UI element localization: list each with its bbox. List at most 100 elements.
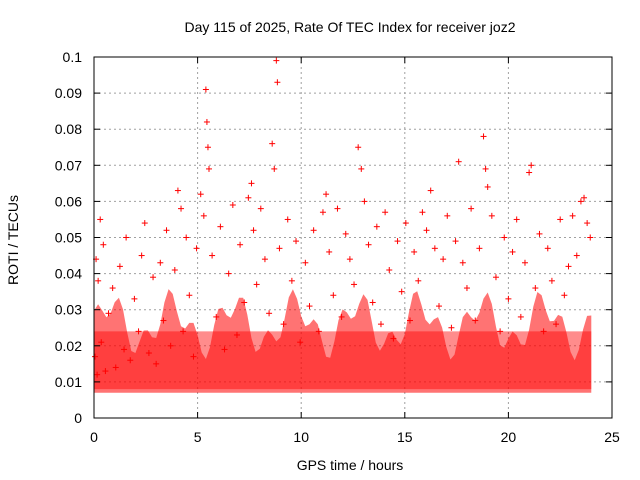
data-point	[174, 187, 181, 194]
x-axis-title: GPS time / hours	[297, 457, 404, 473]
data-point	[423, 227, 430, 234]
data-point	[358, 165, 365, 172]
data-point	[355, 144, 362, 151]
y-tick-label: 0	[74, 410, 82, 426]
data-point	[102, 368, 109, 375]
data-point	[488, 212, 495, 219]
data-point	[532, 285, 539, 292]
data-point	[513, 216, 520, 223]
data-point	[293, 238, 300, 245]
data-point	[180, 328, 187, 335]
data-point	[544, 245, 551, 252]
data-point	[213, 313, 220, 320]
data-point	[250, 227, 257, 234]
data-point	[440, 256, 447, 263]
data-points	[92, 57, 594, 378]
y-tick-labels: 0 0.01 0.02 0.03 0.04 0.05 0.06 0.07 0.08 0.09 0.1	[55, 49, 82, 426]
data-point	[273, 57, 280, 64]
x-tick-label: 0	[90, 429, 98, 445]
data-point	[150, 274, 157, 281]
data-point	[581, 194, 588, 201]
data-point	[326, 248, 333, 255]
data-point	[548, 277, 555, 284]
data-point	[306, 303, 313, 310]
data-point	[100, 241, 107, 248]
data-point	[342, 230, 349, 237]
data-point	[573, 252, 580, 259]
data-point	[330, 292, 337, 299]
data-point	[171, 266, 178, 273]
data-point	[427, 187, 434, 194]
y-tick-label: 0.01	[55, 374, 82, 390]
data-point	[253, 281, 260, 288]
data-point	[480, 133, 487, 140]
data-point	[382, 209, 389, 216]
data-point	[415, 277, 422, 284]
data-point	[123, 234, 130, 241]
data-point	[431, 245, 438, 252]
data-point	[109, 285, 116, 292]
data-point	[225, 270, 232, 277]
data-point	[193, 245, 200, 252]
chart-title: Day 115 of 2025, Rate Of TEC Index for r…	[185, 19, 516, 35]
data-point	[204, 144, 211, 151]
data-point	[587, 234, 594, 241]
data-point	[419, 209, 426, 216]
x-tick-label: 10	[293, 429, 309, 445]
data-point	[200, 212, 207, 219]
x-tick-label: 5	[194, 429, 202, 445]
data-point	[323, 191, 330, 198]
data-point	[269, 140, 276, 147]
data-point	[315, 328, 322, 335]
data-point	[261, 256, 268, 263]
data-point	[501, 234, 508, 241]
data-point	[459, 259, 466, 266]
data-point	[116, 263, 123, 270]
y-tick-label: 0.1	[63, 49, 83, 65]
y-tick-label: 0.04	[55, 266, 82, 282]
data-point	[472, 317, 479, 324]
axis-ticks	[93, 56, 613, 419]
data-point	[398, 288, 405, 295]
y-tick-label: 0.09	[55, 85, 82, 101]
data-point	[310, 227, 317, 234]
data-point	[334, 205, 341, 212]
y-tick-label: 0.05	[55, 230, 82, 246]
dense-data-band	[94, 289, 592, 393]
data-point	[233, 331, 240, 338]
data-point	[509, 248, 516, 255]
data-point	[178, 205, 185, 212]
data-point	[160, 317, 167, 324]
data-point	[569, 212, 576, 219]
data-point	[394, 238, 401, 245]
data-point	[190, 353, 197, 360]
data-point	[561, 292, 568, 299]
data-point	[197, 191, 204, 198]
y-tick-label: 0.02	[55, 338, 82, 354]
data-point	[153, 360, 160, 367]
data-point	[94, 371, 101, 378]
data-point	[553, 321, 560, 328]
data-point	[217, 223, 224, 230]
data-point	[203, 118, 210, 125]
data-point	[202, 86, 209, 93]
data-point	[455, 158, 462, 165]
data-point	[497, 328, 504, 335]
data-point	[280, 321, 287, 328]
data-point	[131, 295, 138, 302]
data-point	[435, 303, 442, 310]
x-tick-label: 25	[604, 429, 620, 445]
data-point	[167, 342, 174, 349]
data-point	[319, 209, 326, 216]
data-point	[157, 259, 164, 266]
x-tick-labels: 0 5 10 15 20 25	[90, 429, 620, 445]
data-point	[163, 227, 170, 234]
data-point	[121, 346, 128, 353]
data-point	[95, 277, 102, 284]
data-point	[565, 263, 572, 270]
data-point	[338, 313, 345, 320]
data-point	[271, 165, 278, 172]
data-point	[540, 328, 547, 335]
data-point	[237, 241, 244, 248]
